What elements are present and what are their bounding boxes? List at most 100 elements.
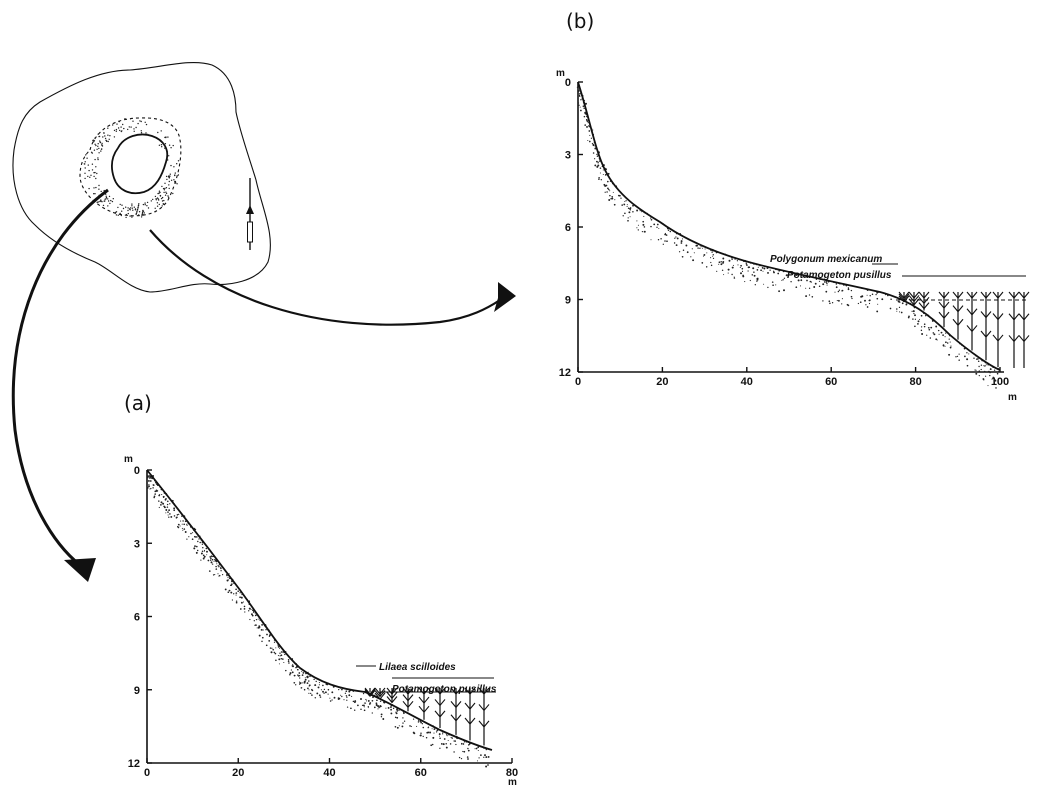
panel-b-stipple-dot [966, 364, 969, 367]
panel-b-stipple-dot [851, 297, 853, 300]
panel-b-stipple-dot [945, 341, 947, 344]
panel-b-stipple-dot [918, 318, 921, 320]
panel-b-stipple-dot [722, 257, 725, 260]
panel-a-stipple-dot [160, 501, 163, 504]
panel-b-stipple-dot [762, 270, 764, 272]
panel-a-stipple-dot [289, 672, 292, 675]
panel-b-stipple-dot [617, 194, 620, 197]
panel-b-stipple-dot [576, 86, 578, 88]
panel-b-stipple-dot [993, 369, 996, 371]
panel-a-stipple-dot [147, 475, 150, 478]
panel-a-stipple-dot [363, 706, 365, 708]
panel-a-stipple-dot [401, 725, 404, 728]
panel-a-stipple-dot [209, 556, 211, 558]
panel-a-stipple-dot [436, 729, 438, 732]
panel-b-stipple-dot [579, 92, 581, 95]
panel-a-stipple-dot [205, 547, 208, 550]
panel-a-stipple-dot [442, 733, 444, 735]
panel-a-stipple-dot [198, 538, 200, 540]
panel-a-stipple-dot [377, 708, 379, 710]
panel-b-stipple-dot [656, 223, 659, 226]
panel-b-stipple-dot [710, 264, 713, 267]
map-stipple-dot [165, 192, 168, 195]
panel-a-stipple-dot [218, 575, 220, 577]
map-stipple-dot [156, 205, 159, 207]
panel-b-stipple-dot [769, 269, 771, 271]
panel-b-stipple-dot [942, 345, 945, 347]
panel-a-stipple-dot [235, 594, 237, 596]
panel-b-stipple-dot [921, 333, 924, 335]
map-stipple-dot [172, 192, 174, 195]
panel-a-stipple-dot [438, 735, 441, 737]
panel-b-stipple-dot [847, 287, 850, 289]
panel-b-stipple-dot [600, 179, 602, 181]
panel-b-stipple-dot [968, 353, 970, 355]
map-stipple-dot [98, 152, 100, 154]
map-stipple-dot [102, 204, 105, 207]
map-stipple-dot [145, 132, 147, 134]
panel-b-stipple-dot [727, 268, 730, 271]
panel-b-stipple-dot [744, 281, 746, 283]
map-stipple-dot [86, 157, 88, 159]
panel-b-stipple-dot [579, 106, 581, 108]
panel-a-stipple-dot [282, 651, 284, 653]
panel-b-stipple-dot [761, 267, 764, 269]
panel-a-stipple-dot [244, 611, 246, 613]
map-stipple-dot [134, 209, 137, 211]
panel-a-stipple-dot [195, 551, 198, 554]
map-stipple-dot [131, 205, 133, 207]
panel-b-stipple-dot [877, 303, 879, 305]
panel-b-plant-icon [992, 291, 1004, 368]
map-stipple-dot [158, 199, 160, 201]
panel-b-stipple-dot [611, 197, 614, 200]
panel-a-stipple-dot [373, 706, 376, 709]
panel-a-stipple-dot [302, 672, 305, 674]
panel-a-stipple-dot [432, 736, 435, 739]
panel-b-stipple-dot [733, 276, 735, 278]
panel-b-stipple-dot [920, 329, 923, 332]
panel-a-stipple-dot [227, 591, 230, 594]
panel-a-stipple-dot [177, 523, 180, 526]
map-stipple-dot [104, 137, 107, 140]
panel-a-stipple-dot [368, 703, 371, 705]
map-stipple-dot [94, 137, 96, 139]
panel-b-stipple-dot [660, 238, 662, 240]
panel-a-stipple-dot [202, 546, 204, 549]
panel-a-stipple-dot [275, 659, 277, 662]
map-stipple-dot [144, 121, 146, 124]
panel-b-stipple-dot [586, 125, 588, 128]
panel-b-stipple-dot [703, 253, 706, 256]
map-stipple-dot [90, 174, 92, 176]
panel-a-stipple-dot [453, 751, 455, 753]
map-stipple-dot [100, 199, 102, 201]
panel-a-stipple-dot [282, 658, 284, 660]
panel-a-stipple-dot [224, 588, 227, 591]
panel-b-stipple-dot [602, 169, 604, 171]
panel-b-stipple-dot [823, 281, 826, 283]
panel-b-stipple-dot [578, 90, 580, 92]
panel-b-stipple-dot [676, 237, 679, 240]
map-stipple-dot [168, 144, 171, 146]
species-label-lilaea: Lilaea scilloides [379, 662, 456, 673]
panel-b-stipple-dot [747, 270, 749, 272]
panel-b-stipple-dot [837, 290, 840, 293]
panel-b-stipple-dot [666, 240, 668, 243]
panel-a-stipple-dot [419, 734, 421, 737]
map-stipple-dot [137, 122, 139, 125]
map-stipple-dot [97, 143, 99, 145]
panel-a-stipple-dot [367, 706, 369, 708]
panel-a-stipple-dot [412, 731, 415, 734]
panel-a-stipple-dot [291, 665, 294, 667]
panel-a-stipple-dot [227, 577, 229, 579]
panel-a-stipple-dot [201, 543, 204, 545]
panel-a-stipple-dot [442, 743, 445, 746]
panel-a-stipple-dot [158, 494, 161, 497]
panel-b-stipple-dot [665, 234, 668, 236]
panel-a-stipple-dot [242, 601, 245, 603]
panel-a-stipple-dot [154, 493, 156, 495]
panel-b-stipple-dot [864, 299, 866, 302]
panel-b-stipple-dot [650, 217, 652, 219]
panel-b-stipple-dot [835, 286, 838, 289]
map-stipple-dot [161, 200, 164, 202]
map-stipple-dot [164, 194, 167, 196]
